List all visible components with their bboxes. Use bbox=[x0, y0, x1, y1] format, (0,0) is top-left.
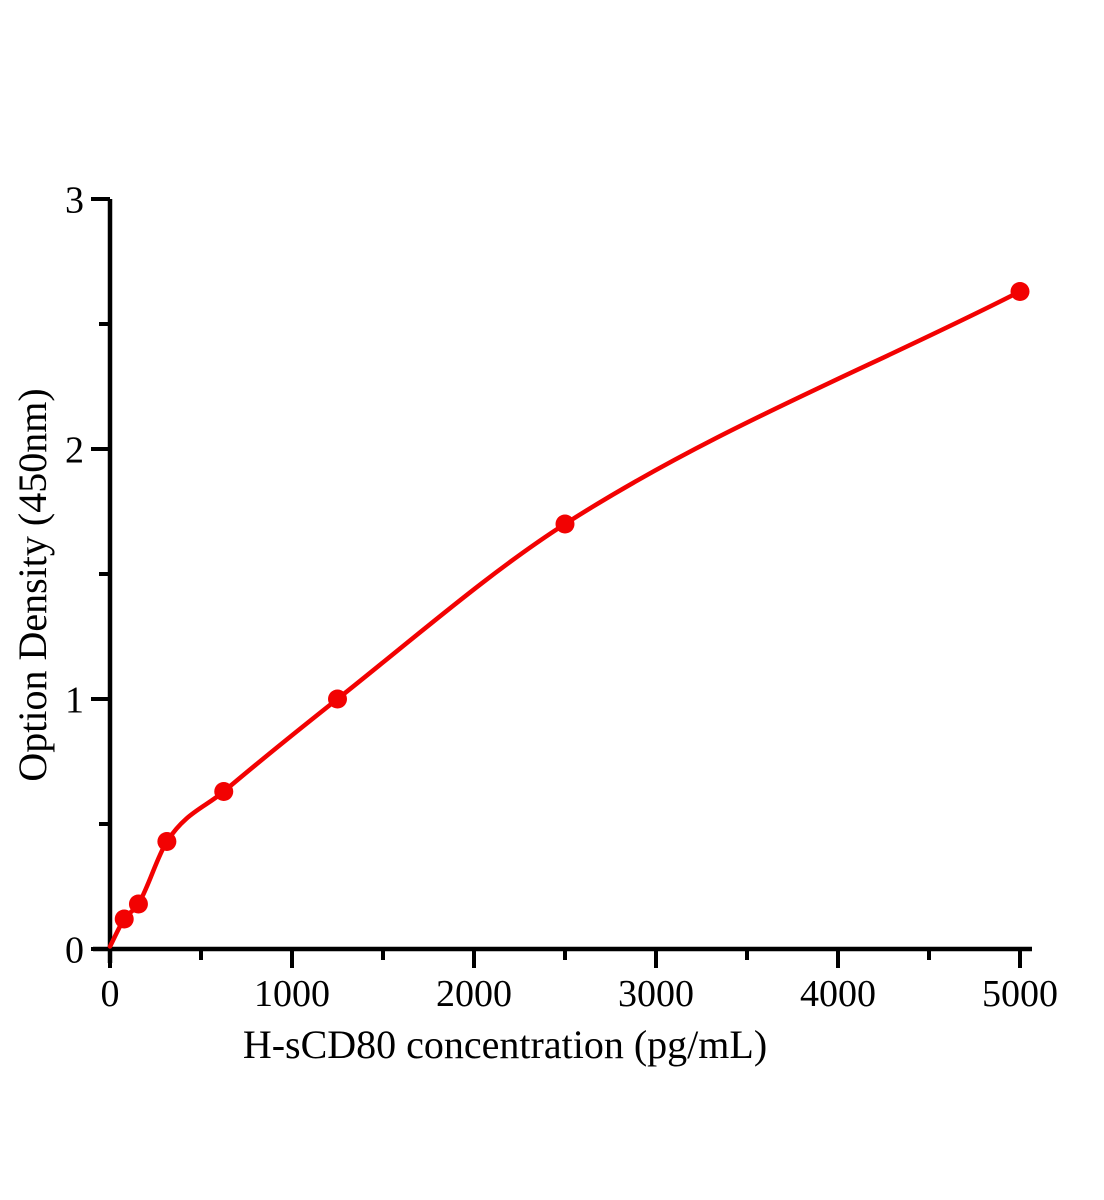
x-tick-label: 2000 bbox=[436, 973, 512, 1015]
data-point bbox=[328, 689, 347, 709]
data-point bbox=[114, 909, 134, 929]
data-point bbox=[128, 894, 148, 914]
x-tick-label: 5000 bbox=[982, 973, 1058, 1015]
x-tick-label: 0 bbox=[101, 973, 120, 1015]
axis-tick-labels: 0 1000 2000 3000 4000 5000 0 1 2 3 bbox=[65, 179, 1058, 1015]
x-axis-title: H-sCD80 concentration (pg/mL) bbox=[243, 1022, 767, 1067]
x-tick-label: 1000 bbox=[254, 973, 330, 1015]
x-tick-label: 3000 bbox=[618, 973, 694, 1015]
y-tick-label: 2 bbox=[65, 429, 84, 471]
x-tick-label: 4000 bbox=[800, 973, 876, 1015]
standard-curve-line bbox=[107, 289, 1023, 949]
data-point bbox=[555, 514, 575, 534]
axis-ticks bbox=[91, 197, 1022, 968]
data-point bbox=[1010, 282, 1030, 301]
y-tick-label: 1 bbox=[65, 679, 84, 721]
y-tick-label: 0 bbox=[65, 929, 84, 971]
y-axis-title: Option Density (450nm) bbox=[10, 388, 55, 781]
data-point bbox=[214, 782, 234, 801]
data-series bbox=[107, 282, 1030, 949]
axes bbox=[93, 199, 1032, 963]
data-point bbox=[157, 832, 177, 851]
y-tick-label: 3 bbox=[65, 179, 84, 221]
